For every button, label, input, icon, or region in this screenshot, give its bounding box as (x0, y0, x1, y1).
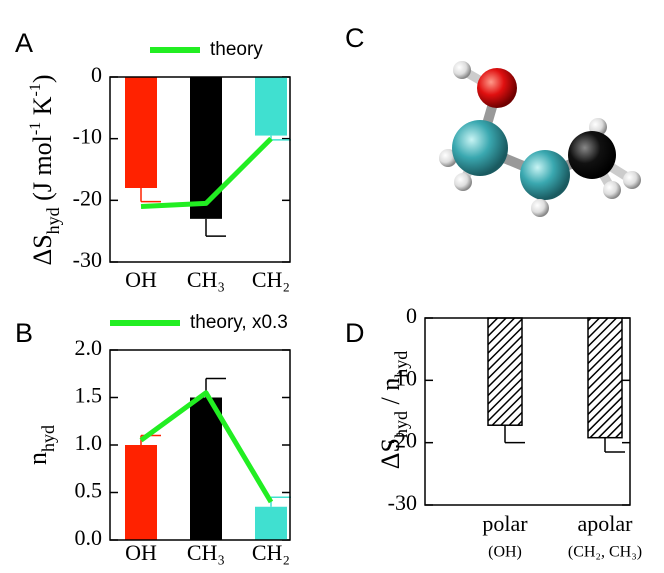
bar (588, 318, 622, 438)
y-tick-label: -20 (73, 185, 102, 210)
y-axis-label-part: ΔS (28, 234, 57, 265)
y-tick-label: -10 (73, 124, 102, 149)
panel-label: A (15, 28, 33, 58)
y-tick-label: 1.0 (75, 430, 103, 455)
y-axis-label-part: / n (376, 378, 405, 411)
bar (255, 507, 287, 540)
y-tick-label: 1.5 (75, 383, 103, 408)
error-bar (141, 188, 161, 202)
x-tick-label: CH₂ (252, 540, 290, 565)
y-axis-label-part: (J mol (28, 135, 57, 207)
y-axis-label: ΔShyd (J mol-1 K-1) (27, 74, 63, 265)
bar (190, 77, 222, 219)
y-axis-label-part: ) (28, 74, 57, 83)
y-axis-label-part: ΔS (376, 438, 405, 469)
x-tick-label: OH (125, 540, 157, 565)
y-axis-label-part: -1 (27, 122, 44, 135)
x-tick-label: apolar (578, 511, 634, 536)
y-axis-label-part: hyd (43, 207, 63, 234)
x-tick-label: polar (482, 511, 528, 536)
y-tick-label: 0 (406, 303, 417, 328)
bar (125, 77, 157, 188)
legend-label: theory (210, 39, 263, 60)
legend-label: theory, x0.3 (190, 312, 288, 333)
y-axis-label-part: hyd (391, 351, 411, 378)
panel-label: C (345, 23, 365, 53)
y-tick-label: 0.5 (75, 478, 103, 503)
bar (488, 318, 522, 425)
y-axis-label-part: n (23, 452, 52, 465)
y-axis-label-part: -1 (27, 83, 44, 96)
error-bar (206, 219, 226, 236)
panel-label: B (15, 318, 33, 348)
bar (125, 445, 157, 540)
y-axis-label-part: K (28, 96, 57, 122)
panel-label: D (345, 318, 365, 348)
x-tick-note: (OH) (488, 544, 522, 561)
bar (190, 398, 222, 541)
y-axis-label: nhyd (23, 425, 58, 465)
x-tick-label: OH (125, 267, 157, 292)
y-tick-label: -30 (388, 490, 417, 515)
error-bar (271, 497, 291, 507)
y-tick-label: 0.0 (75, 525, 103, 550)
y-tick-label: -30 (73, 247, 102, 272)
error-bar (605, 438, 625, 452)
y-axis-label-part: hyd (391, 411, 411, 438)
y-axis-label-part: hyd (38, 425, 58, 452)
x-tick-note: (CH₂, CH₃) (568, 544, 642, 561)
bar (255, 77, 287, 136)
error-bar (271, 136, 291, 140)
x-tick-label: CH₃ (187, 540, 225, 565)
molecule (439, 61, 641, 217)
error-bar (505, 425, 525, 442)
y-tick-label: 2.0 (75, 335, 103, 360)
x-tick-label: CH₃ (187, 267, 225, 292)
y-tick-label: 0 (91, 62, 102, 87)
figure: C A-30-20-100ΔShyd (J mol-1 K-1)OHCH₃CH₂… (0, 0, 664, 573)
x-tick-label: CH₂ (252, 267, 290, 292)
